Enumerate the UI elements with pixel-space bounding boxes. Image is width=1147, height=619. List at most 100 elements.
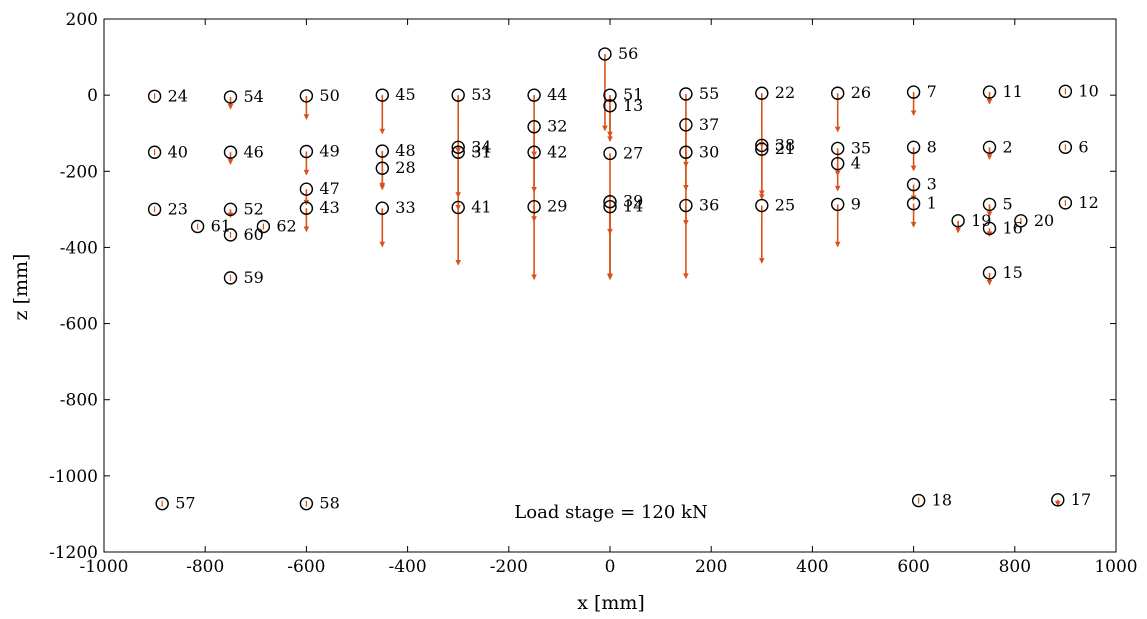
point-label-50: 50 [319, 86, 339, 105]
point-marker-59 [223, 271, 238, 285]
y-tick-label: -1200 [49, 543, 98, 563]
point-label-42: 42 [547, 142, 567, 161]
displacement-arrowhead-19 [955, 227, 961, 234]
point-label-39: 39 [623, 192, 643, 211]
point-marker-51 [603, 88, 617, 102]
point-marker-23 [147, 202, 162, 217]
displacement-arrowhead-54 [227, 103, 234, 110]
displacement-arrowhead-35 [834, 185, 841, 192]
point-marker-32 [527, 120, 541, 134]
plot-frame [103, 18, 1117, 553]
load-stage-annotation: Load stage = 120 kN [514, 502, 707, 523]
point-marker-20 [1014, 214, 1028, 228]
x-tick-label: -400 [388, 557, 426, 577]
point-marker-18 [911, 493, 926, 508]
displacement-arrowhead-45 [379, 128, 386, 135]
y-axis-title: z [mm] [10, 254, 32, 321]
point-marker-56 [598, 47, 612, 61]
point-marker-58 [299, 496, 314, 511]
point-label-16: 16 [1003, 218, 1023, 237]
point-label-6: 6 [1078, 137, 1088, 156]
point-label-25: 25 [775, 196, 795, 215]
displacement-arrowhead-36 [683, 273, 689, 280]
point-label-24: 24 [168, 86, 188, 105]
displacement-arrowhead-8 [910, 165, 917, 172]
point-label-48: 48 [395, 141, 415, 160]
displacement-arrowhead-53 [455, 147, 462, 154]
x-tick-label: 400 [796, 557, 828, 577]
displacement-arrowhead-33 [379, 241, 386, 248]
point-marker-30 [679, 145, 693, 159]
y-tick-label: -1000 [49, 467, 98, 487]
point-marker-53 [451, 88, 465, 102]
point-label-11: 11 [1003, 82, 1023, 101]
point-label-46: 46 [244, 142, 264, 161]
point-marker-12 [1058, 196, 1073, 210]
point-label-10: 10 [1078, 81, 1098, 100]
y-tick-label: -800 [60, 391, 98, 411]
point-marker-62 [256, 219, 271, 234]
point-label-9: 9 [851, 194, 861, 213]
point-label-49: 49 [319, 141, 339, 160]
point-marker-21 [755, 142, 769, 156]
displacement-arrowhead-25 [758, 258, 765, 264]
point-marker-55 [679, 87, 693, 101]
point-label-51: 51 [623, 85, 643, 104]
point-marker-28 [375, 161, 389, 175]
displacement-arrowhead-39 [607, 273, 613, 280]
point-marker-36 [679, 198, 693, 213]
displacement-arrowhead-37 [683, 185, 689, 191]
point-marker-34 [451, 140, 465, 155]
point-marker-3 [906, 177, 921, 192]
displacement-arrowhead-2 [986, 154, 993, 160]
displacement-arrowhead-56 [602, 125, 608, 132]
x-tick-label: 1000 [1094, 557, 1137, 577]
point-marker-52 [223, 202, 238, 217]
point-label-59: 59 [244, 268, 264, 287]
y-tick-label: -200 [60, 162, 98, 182]
x-tick-label: -1000 [79, 557, 128, 577]
point-label-23: 23 [168, 199, 188, 218]
point-marker-48 [375, 144, 389, 158]
point-marker-15 [982, 266, 997, 280]
point-marker-31 [451, 145, 465, 159]
point-label-56: 56 [618, 44, 638, 63]
displacement-arrowhead-26 [834, 126, 841, 133]
x-tick-label: 600 [897, 557, 929, 577]
point-marker-35 [831, 141, 845, 156]
y-tick-label: -400 [60, 238, 98, 258]
point-label-30: 30 [699, 142, 719, 161]
point-label-14: 14 [623, 197, 643, 216]
point-label-20: 20 [1034, 211, 1054, 230]
x-tick-label: 800 [999, 557, 1031, 577]
point-marker-60 [223, 228, 238, 242]
point-marker-16 [982, 221, 997, 236]
point-label-21: 21 [775, 139, 795, 158]
point-marker-6 [1058, 140, 1073, 155]
point-marker-10 [1058, 84, 1073, 99]
point-label-55: 55 [699, 84, 719, 103]
y-tick-label: -600 [60, 315, 98, 335]
displacement-arrowhead-46 [227, 159, 234, 165]
point-marker-9 [831, 197, 845, 212]
point-marker-42 [527, 145, 541, 159]
point-marker-7 [906, 85, 921, 99]
point-label-4: 4 [851, 154, 861, 173]
point-marker-47 [299, 182, 314, 196]
point-marker-17 [1051, 493, 1065, 507]
point-label-45: 45 [395, 85, 415, 104]
point-label-62: 62 [276, 216, 296, 235]
x-tick-label: 200 [695, 557, 727, 577]
point-markers [147, 47, 1073, 511]
displacement-arrowhead-42 [531, 216, 537, 222]
point-label-61: 61 [211, 216, 231, 235]
point-label-53: 53 [471, 85, 491, 104]
point-marker-26 [831, 86, 845, 100]
point-label-19: 19 [971, 211, 991, 230]
point-marker-14 [603, 199, 617, 214]
point-label-57: 57 [175, 494, 195, 513]
point-marker-46 [223, 145, 238, 159]
x-tick-label: -600 [287, 557, 325, 577]
point-marker-49 [299, 144, 314, 159]
